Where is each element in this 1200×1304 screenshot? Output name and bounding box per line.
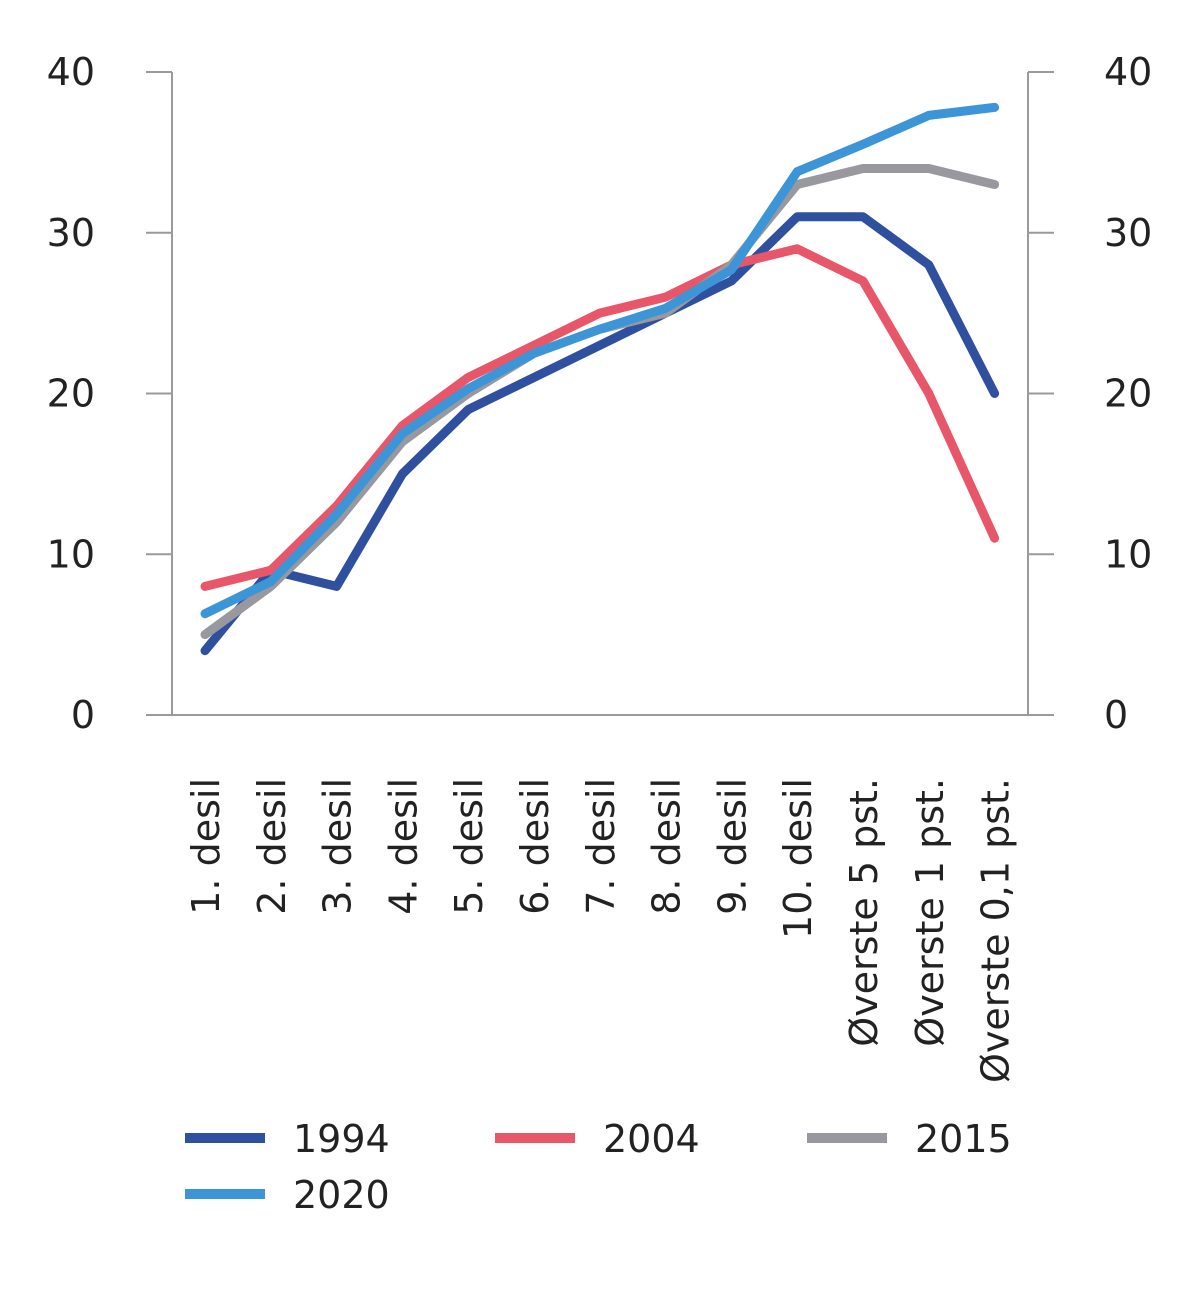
- axes: 0 0 10 10 20 20 30 30 40 40: [47, 50, 1153, 737]
- category-label-5: 5. desil: [447, 778, 491, 915]
- y-tick-label-left-10: 10: [47, 532, 95, 576]
- y-tick-label-left-40: 40: [47, 50, 95, 94]
- category-label-6: 6. desil: [513, 778, 557, 915]
- series-line-2015: [200, 164, 1000, 640]
- y-tick-label-left-20: 20: [47, 372, 95, 416]
- legend-label-1994: 1994: [293, 1117, 390, 1161]
- category-label-12: Øverste 1 pst.: [908, 778, 952, 1047]
- legend: 1994 2004 2015 2020: [185, 1117, 1012, 1217]
- category-label-11: Øverste 5 pst.: [842, 778, 886, 1047]
- y-tick-label-right-20: 20: [1104, 372, 1152, 416]
- legend-label-2020: 2020: [293, 1173, 390, 1217]
- y-tick-label-right-40: 40: [1104, 50, 1152, 94]
- category-label-3: 3. desil: [316, 778, 360, 915]
- category-labels: 1. desil 2. desil 3. desil 4. desil 5. desil…: [184, 778, 1018, 1083]
- category-label-7: 7. desil: [579, 778, 623, 915]
- y-tick-label-left-0: 0: [71, 693, 95, 737]
- category-label-10: 10. desil: [776, 778, 820, 939]
- category-label-4: 4. desil: [381, 778, 425, 915]
- series-line-2004: [200, 244, 1000, 591]
- y-tick-label-right-30: 30: [1104, 211, 1152, 255]
- category-label-2: 2. desil: [250, 778, 294, 915]
- y-tick-label-left-30: 30: [47, 211, 95, 255]
- y-tick-label-right-10: 10: [1104, 532, 1152, 576]
- legend-label-2015: 2015: [915, 1117, 1012, 1161]
- series-line-2020: [200, 102, 1000, 619]
- category-label-13: Øverste 0,1 pst.: [974, 778, 1018, 1083]
- y-tick-label-right-0: 0: [1104, 693, 1128, 737]
- series-layer: [200, 102, 1000, 656]
- category-label-1: 1. desil: [184, 778, 228, 915]
- category-label-9: 9. desil: [710, 778, 754, 915]
- legend-label-2004: 2004: [603, 1117, 700, 1161]
- series-line-1994: [200, 212, 1000, 656]
- category-label-8: 8. desil: [645, 778, 689, 915]
